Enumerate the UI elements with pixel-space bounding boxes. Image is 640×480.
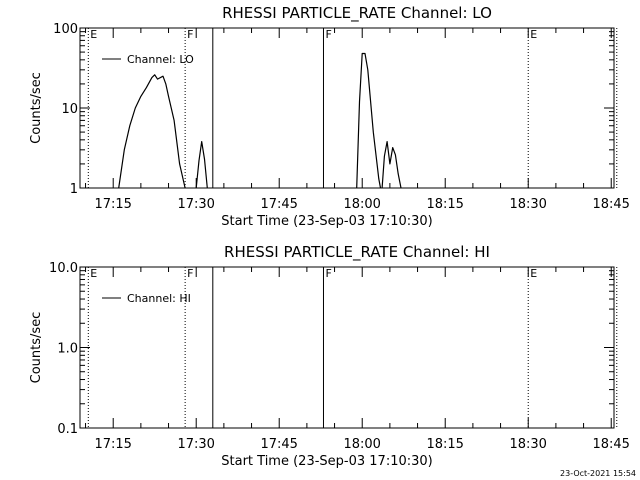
x-tick-label: 18:45: [592, 197, 629, 212]
x-tick-label: 18:30: [509, 197, 546, 212]
y-axis-label: Counts/sec: [29, 72, 44, 144]
x-tick-label: 18:00: [343, 197, 380, 212]
y-tick-label: 10: [61, 102, 78, 117]
chart-panel-lo: RHESSI PARTICLE_RATE Channel: LO Start T…: [29, 4, 630, 229]
x-tick-label: 17:45: [260, 197, 297, 212]
plot-timestamp: 23-Oct-2021 15:54: [560, 469, 636, 478]
y-tick-label: 100: [53, 22, 78, 37]
x-tick-label: 18:15: [426, 197, 463, 212]
event-marker-label: F: [325, 28, 331, 41]
x-tick-label: 17:30: [177, 197, 214, 212]
chart-title: RHESSI PARTICLE_RATE Channel: LO: [222, 4, 492, 23]
x-tick-label: 17:15: [94, 197, 131, 212]
event-marker-label: E: [90, 28, 97, 41]
x-tick-label: 18:30: [509, 437, 546, 452]
chart-panel-hi: RHESSI PARTICLE_RATE Channel: HI Start T…: [29, 243, 630, 469]
x-tick-label: 18:15: [426, 437, 463, 452]
x-axis-label: Start Time (23-Sep-03 17:10:30): [221, 454, 432, 469]
event-marker-label: E: [530, 28, 537, 41]
chart-title: RHESSI PARTICLE_RATE Channel: HI: [224, 243, 490, 262]
y-tick-label: 1: [70, 182, 78, 197]
x-tick-label: 18:00: [343, 437, 380, 452]
series-line: [381, 141, 402, 189]
y-tick-label: 0.1: [57, 422, 78, 437]
series-line: [118, 74, 186, 189]
x-tick-label: 17:45: [260, 437, 297, 452]
event-marker-label: E: [90, 267, 97, 280]
series-line: [195, 141, 208, 189]
x-axis-label: Start Time (23-Sep-03 17:10:30): [221, 214, 432, 229]
plot-frame: [79, 27, 615, 189]
event-marker-label: F: [325, 267, 331, 280]
x-tick-label: 18:45: [592, 437, 629, 452]
legend-label: Channel: LO: [127, 53, 194, 66]
y-tick-label: 10.0: [49, 261, 78, 276]
legend-label: Channel: HI: [127, 292, 191, 305]
event-marker-label: F: [187, 267, 193, 280]
x-tick-label: 17:15: [94, 437, 131, 452]
event-marker-label: E: [530, 267, 537, 280]
event-marker-label: F: [187, 28, 193, 41]
series-line: [356, 52, 382, 189]
x-tick-label: 17:30: [177, 437, 214, 452]
y-axis-label: Counts/sec: [29, 312, 44, 384]
y-tick-label: 1.0: [57, 342, 78, 357]
